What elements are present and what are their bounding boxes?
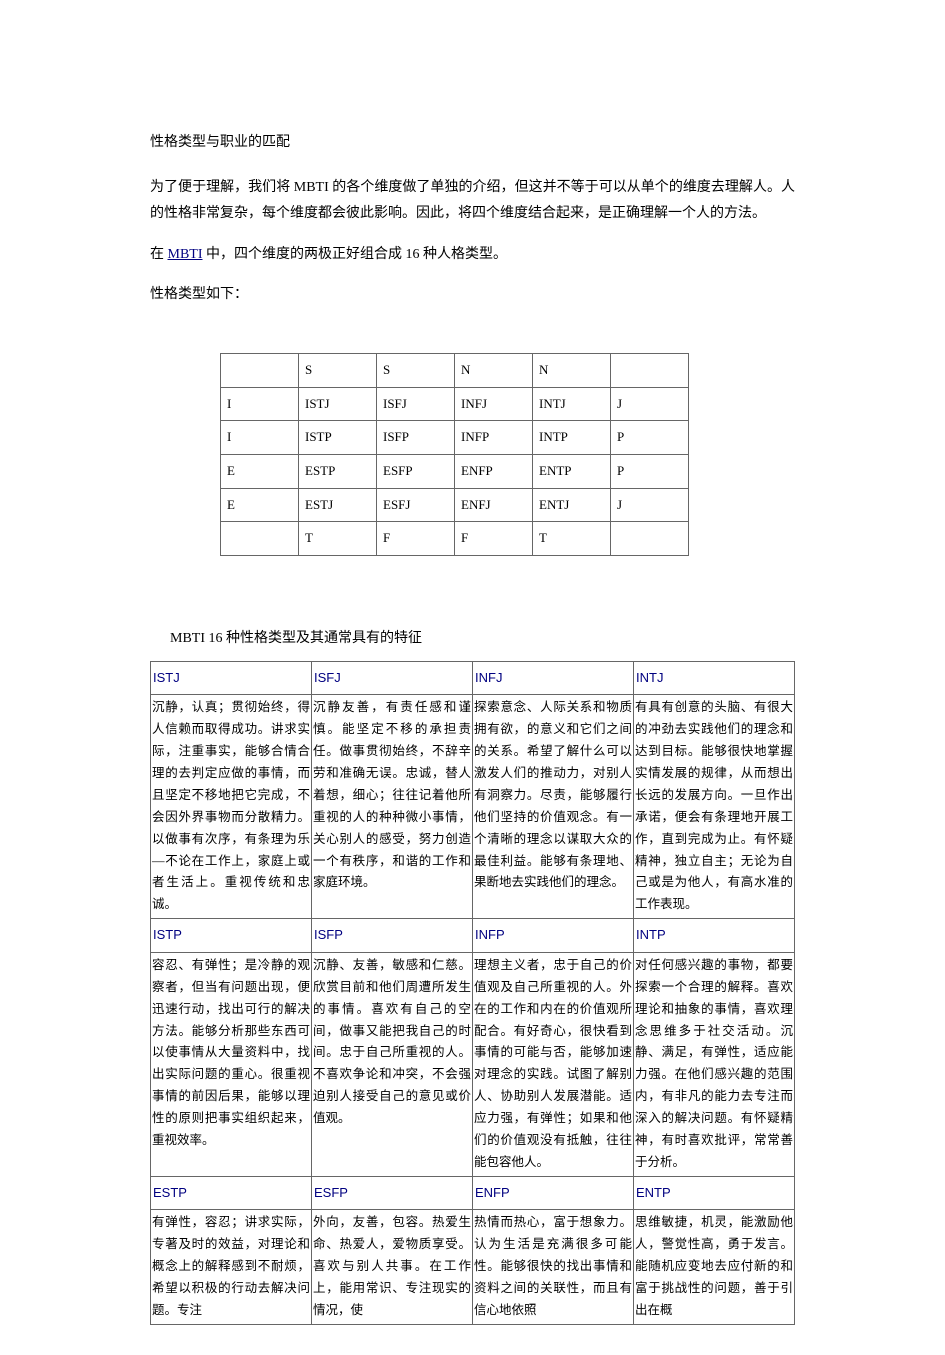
type-description: 热情而热心，富于想象力。认为生活是充满很多可能性。能够很快的找出事情和资料之间的… <box>473 1210 634 1324</box>
type-description: 容忍、有弹性；是冷静的观察者，但当有问题出现，便迅速行动，找出可行的解决方法。能… <box>151 952 312 1176</box>
type-code: ISFP <box>312 919 473 953</box>
table-row: IISTJISFJINFJINTJJ <box>221 387 689 421</box>
type-code: ISFJ <box>312 661 473 695</box>
table-row: ISTP ISFP INFP INTP <box>151 919 795 953</box>
type-code: INFP <box>473 919 634 953</box>
table-cell: T <box>299 522 377 556</box>
traits-section-heading: MBTI 16 种性格类型及其通常具有的特征 <box>170 626 795 653</box>
type-code: ENTP <box>634 1176 795 1210</box>
table-cell: ESFP <box>377 455 455 489</box>
table-cell <box>611 353 689 387</box>
table-cell: ESTP <box>299 455 377 489</box>
type-code: INTP <box>634 919 795 953</box>
table-cell: ISTJ <box>299 387 377 421</box>
table-cell: ISFP <box>377 421 455 455</box>
table-row: ESTP ESFP ENFP ENTP <box>151 1176 795 1210</box>
type-description: 对任何感兴趣的事物，都要探索一个合理的解释。喜欢理论和抽象的事情，喜欢理念思维多… <box>634 952 795 1176</box>
table-row: 沉静，认真；贯彻始终，得人信赖而取得成功。讲求实际，注重事实，能够合情合理的去判… <box>151 695 795 919</box>
table-cell <box>611 522 689 556</box>
table-cell: INTJ <box>533 387 611 421</box>
table-cell: F <box>377 522 455 556</box>
table-cell: N <box>455 353 533 387</box>
table-cell: ENFP <box>455 455 533 489</box>
table-cell: INTP <box>533 421 611 455</box>
table-cell: INFP <box>455 421 533 455</box>
table-cell: ENTJ <box>533 488 611 522</box>
table-cell: ISFJ <box>377 387 455 421</box>
type-description: 外向，友善，包容。热爱生命、热爱人，爱物质享受。喜欢与别人共事。在工作上，能用常… <box>312 1210 473 1324</box>
table-row: EESTJESFJENFJENTJJ <box>221 488 689 522</box>
table-cell: ISTP <box>299 421 377 455</box>
table-cell: S <box>299 353 377 387</box>
type-description: 思维敏捷，机灵，能激励他人，警觉性高，勇于发言。能随机应变地去应付新的和富于挑战… <box>634 1210 795 1324</box>
table-cell <box>221 522 299 556</box>
table-cell: I <box>221 421 299 455</box>
type-description: 沉静，认真；贯彻始终，得人信赖而取得成功。讲求实际，注重事实，能够合情合理的去判… <box>151 695 312 919</box>
table-row: SSNN <box>221 353 689 387</box>
page-title: 性格类型与职业的匹配 <box>150 130 795 157</box>
spacer <box>150 323 795 353</box>
table-cell: J <box>611 488 689 522</box>
table-cell: ENTP <box>533 455 611 489</box>
table-row: 容忍、有弹性；是冷静的观察者，但当有问题出现，便迅速行动，找出可行的解决方法。能… <box>151 952 795 1176</box>
table-cell: INFJ <box>455 387 533 421</box>
type-code: ESFP <box>312 1176 473 1210</box>
table-row: TFFT <box>221 522 689 556</box>
table-cell: N <box>533 353 611 387</box>
spacer-large <box>150 566 795 626</box>
type-grid-table: SSNNIISTJISFJINFJINTJJIISTPISFPINFPINTPP… <box>220 353 689 556</box>
type-description: 理想主义者，忠于自己的价值观及自己所重视的人。外在的工作和内在的价值观所配合。有… <box>473 952 634 1176</box>
table-cell: ENFJ <box>455 488 533 522</box>
table-row: ISTJ ISFJ INFJ INTJ <box>151 661 795 695</box>
table-cell: F <box>455 522 533 556</box>
intro-paragraph-2: 在 MBTI 中，四个维度的两极正好组合成 16 种人格类型。 <box>150 242 795 269</box>
type-code: ISTJ <box>151 661 312 695</box>
text-prefix: 在 <box>150 247 168 262</box>
table-row: EESTPESFPENFPENTPP <box>221 455 689 489</box>
type-code: ISTP <box>151 919 312 953</box>
intro-paragraph-3: 性格类型如下： <box>150 282 795 309</box>
table-cell: ESTJ <box>299 488 377 522</box>
table-cell: P <box>611 455 689 489</box>
mbti-link[interactable]: MBTI <box>168 247 203 262</box>
type-code: INTJ <box>634 661 795 695</box>
table-cell: I <box>221 387 299 421</box>
type-description: 探索意念、人际关系和物质拥有欲，的意义和它们之间的关系。希望了解什么可以激发人们… <box>473 695 634 919</box>
type-code: ENFP <box>473 1176 634 1210</box>
type-description: 沉静、友善，敏感和仁慈。欣赏目前和他们周遭所发生的事情。喜欢有自己的空间，做事又… <box>312 952 473 1176</box>
type-code: INFJ <box>473 661 634 695</box>
table-cell: S <box>377 353 455 387</box>
type-description: 有弹性，容忍；讲求实际，专著及时的效益，对理论和概念上的解释感到不耐烦，希望以积… <box>151 1210 312 1324</box>
intro-paragraph-1: 为了便于理解，我们将 MBTI 的各个维度做了单独的介绍，但这并不等于可以从单个… <box>150 175 795 228</box>
table-cell <box>221 353 299 387</box>
table-cell: E <box>221 488 299 522</box>
type-description: 有具有创意的头脑、有很大的冲劲去实践他们的理念和达到目标。能够很快地掌握实情发展… <box>634 695 795 919</box>
table-cell: P <box>611 421 689 455</box>
text-suffix: 中，四个维度的两极正好组合成 16 种人格类型。 <box>203 247 508 262</box>
table-cell: T <box>533 522 611 556</box>
table-cell: ESFJ <box>377 488 455 522</box>
type-description: 沉静友善，有责任感和谨慎。能坚定不移的承担责任。做事贯彻始终，不辞辛劳和准确无误… <box>312 695 473 919</box>
type-code: ESTP <box>151 1176 312 1210</box>
traits-table: ISTJ ISFJ INFJ INTJ 沉静，认真；贯彻始终，得人信赖而取得成功… <box>150 661 795 1325</box>
table-cell: E <box>221 455 299 489</box>
table-cell: J <box>611 387 689 421</box>
table-row: 有弹性，容忍；讲求实际，专著及时的效益，对理论和概念上的解释感到不耐烦，希望以积… <box>151 1210 795 1324</box>
table-row: IISTPISFPINFPINTPP <box>221 421 689 455</box>
